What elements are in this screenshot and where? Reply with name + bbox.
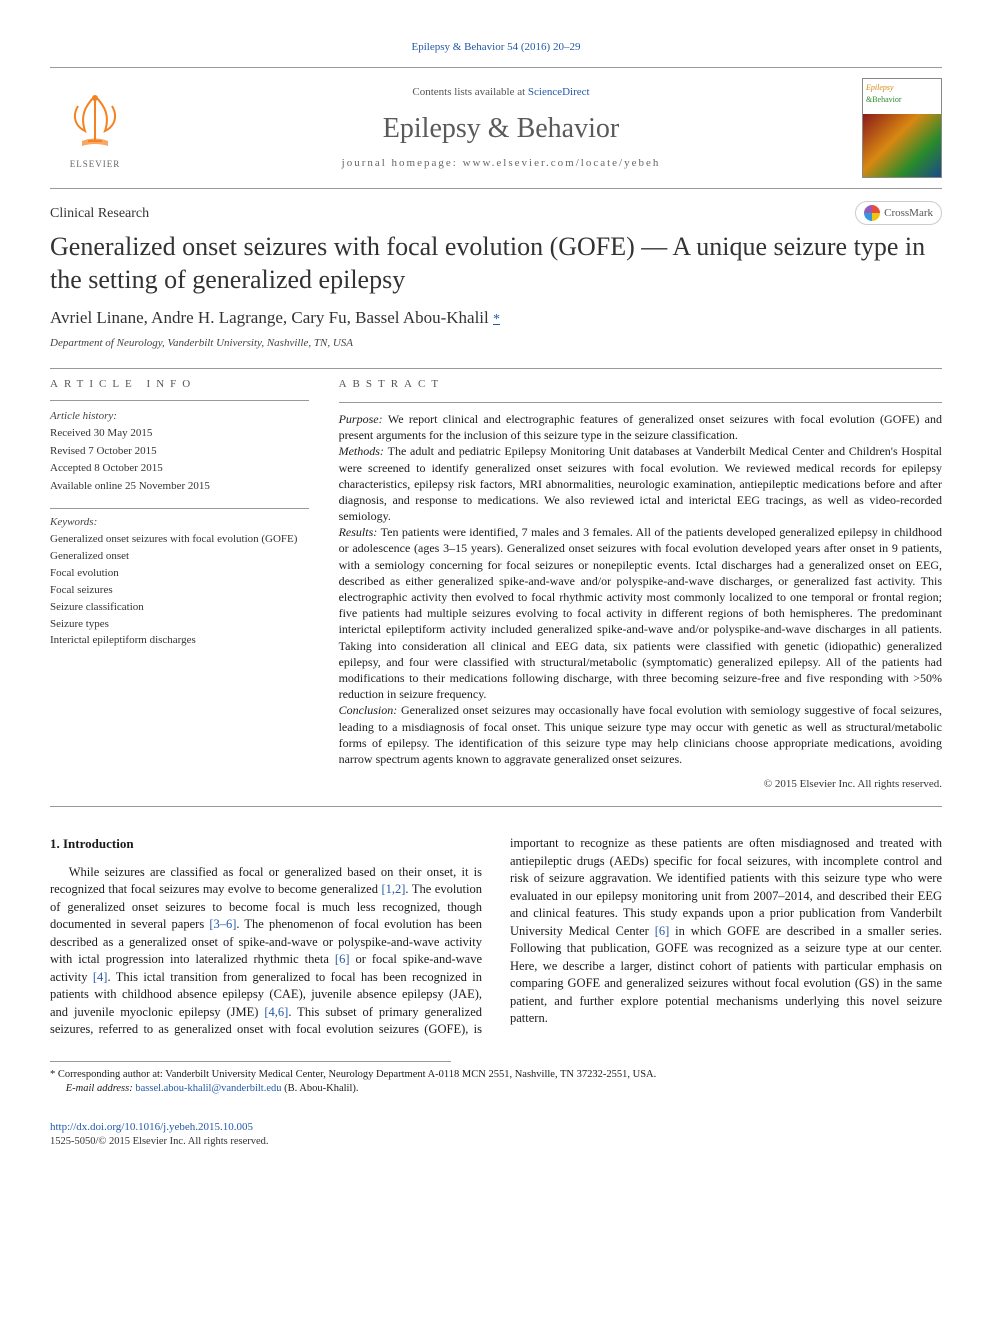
authors-text: Avriel Linane, Andre H. Lagrange, Cary F… bbox=[50, 308, 493, 327]
citation-link[interactable]: [1,2] bbox=[381, 882, 405, 896]
conclusion-lead: Conclusion: bbox=[339, 703, 401, 717]
journal-cover-thumbnail: Epilepsy &Behavior bbox=[862, 78, 942, 178]
doi-link[interactable]: http://dx.doi.org/10.1016/j.yebeh.2015.1… bbox=[50, 1121, 253, 1133]
corr-marker: * bbox=[50, 1069, 58, 1080]
keyword: Focal seizures bbox=[50, 583, 309, 598]
divider bbox=[50, 806, 942, 807]
intro-text: in which GOFE are described in a smaller… bbox=[510, 924, 942, 1026]
history-accepted: Accepted 8 October 2015 bbox=[50, 461, 309, 476]
keywords-label: Keywords: bbox=[50, 508, 309, 530]
abstract-heading: abstract bbox=[339, 377, 942, 392]
body-two-column: 1. Introduction While seizures are class… bbox=[50, 835, 942, 1038]
cover-art bbox=[863, 114, 941, 178]
crossmark-label: CrossMark bbox=[884, 206, 933, 221]
contents-prefix: Contents lists available at bbox=[412, 86, 527, 98]
history-received: Received 30 May 2015 bbox=[50, 426, 309, 441]
journal-name: Epilepsy & Behavior bbox=[383, 109, 619, 148]
footnote-separator bbox=[50, 1061, 451, 1062]
conclusion-text: Generalized onset seizures may occasiona… bbox=[339, 703, 942, 766]
corr-text: Corresponding author at: Vanderbilt Univ… bbox=[58, 1069, 656, 1080]
author-list: Avriel Linane, Andre H. Lagrange, Cary F… bbox=[50, 306, 942, 330]
citation-link[interactable]: [4,6] bbox=[264, 1005, 288, 1019]
divider bbox=[50, 368, 942, 369]
corresponding-author-marker[interactable]: * bbox=[493, 312, 500, 327]
keyword: Seizure types bbox=[50, 617, 309, 632]
journal-header: ELSEVIER Contents lists available at Sci… bbox=[50, 67, 942, 189]
purpose-lead: Purpose: bbox=[339, 412, 388, 426]
abstract-copyright: © 2015 Elsevier Inc. All rights reserved… bbox=[339, 777, 942, 792]
journal-homepage-line: journal homepage: www.elsevier.com/locat… bbox=[342, 156, 661, 171]
email-footnote: E-mail address: bassel.abou-khalil@vande… bbox=[50, 1082, 942, 1096]
elsevier-wordmark: ELSEVIER bbox=[70, 158, 121, 171]
keyword: Focal evolution bbox=[50, 566, 309, 581]
sciencedirect-link[interactable]: ScienceDirect bbox=[528, 86, 590, 98]
history-revised: Revised 7 October 2015 bbox=[50, 444, 309, 459]
contents-available-line: Contents lists available at ScienceDirec… bbox=[412, 85, 589, 100]
keyword: Generalized onset seizures with focal ev… bbox=[50, 532, 309, 547]
keyword: Seizure classification bbox=[50, 600, 309, 615]
citation-link[interactable]: [3–6] bbox=[209, 917, 236, 931]
intro-paragraph: While seizures are classified as focal o… bbox=[50, 835, 942, 1038]
email-lead: E-mail address: bbox=[66, 1083, 136, 1094]
history-online: Available online 25 November 2015 bbox=[50, 479, 309, 494]
article-type: Clinical Research bbox=[50, 204, 149, 224]
article-info-heading: article info bbox=[50, 377, 309, 392]
corresponding-author-footnote: * Corresponding author at: Vanderbilt Un… bbox=[50, 1068, 942, 1082]
citation-link[interactable]: [6] bbox=[655, 924, 670, 938]
elsevier-logo: ELSEVIER bbox=[50, 78, 140, 178]
cover-title-line2: &Behavior bbox=[866, 94, 938, 105]
article-info-column: article info Article history: Received 3… bbox=[50, 377, 309, 793]
abstract-methods: Methods: The adult and pediatric Epileps… bbox=[339, 443, 942, 524]
footer-doi: http://dx.doi.org/10.1016/j.yebeh.2015.1… bbox=[50, 1120, 942, 1135]
abstract-column: abstract Purpose: We report clinical and… bbox=[339, 377, 942, 793]
citation-link[interactable]: [6] bbox=[335, 952, 350, 966]
abstract-results: Results: Ten patients were identified, 7… bbox=[339, 524, 942, 702]
keyword: Interictal epileptiform discharges bbox=[50, 633, 309, 648]
purpose-text: We report clinical and electrographic fe… bbox=[339, 412, 942, 442]
footer-copyright: 1525-5050/© 2015 Elsevier Inc. All right… bbox=[50, 1135, 942, 1150]
methods-text: The adult and pediatric Epilepsy Monitor… bbox=[339, 444, 942, 523]
cover-title-line1: Epilepsy bbox=[866, 82, 938, 93]
introduction-heading: 1. Introduction bbox=[50, 835, 482, 853]
homepage-url: www.elsevier.com/locate/yebeh bbox=[463, 157, 661, 169]
email-link[interactable]: bassel.abou-khalil@vanderbilt.edu bbox=[135, 1083, 281, 1094]
methods-lead: Methods: bbox=[339, 444, 388, 458]
results-lead: Results: bbox=[339, 525, 381, 539]
abstract-conclusion: Conclusion: Generalized onset seizures m… bbox=[339, 702, 942, 767]
affiliation: Department of Neurology, Vanderbilt Univ… bbox=[50, 336, 942, 351]
crossmark-icon bbox=[864, 205, 880, 221]
article-history-label: Article history: bbox=[50, 409, 309, 424]
citation-link[interactable]: [4] bbox=[93, 970, 108, 984]
journal-citation: Epilepsy & Behavior 54 (2016) 20–29 bbox=[50, 40, 942, 55]
email-tail: (B. Abou-Khalil). bbox=[282, 1083, 359, 1094]
divider bbox=[50, 400, 309, 401]
elsevier-tree-icon bbox=[60, 86, 130, 156]
homepage-prefix: journal homepage: bbox=[342, 157, 463, 169]
article-title: Generalized onset seizures with focal ev… bbox=[50, 231, 942, 296]
results-text: Ten patients were identified, 7 males an… bbox=[339, 525, 942, 701]
abstract-purpose: Purpose: We report clinical and electrog… bbox=[339, 411, 942, 443]
keyword: Generalized onset bbox=[50, 549, 309, 564]
divider bbox=[339, 402, 942, 403]
crossmark-badge[interactable]: CrossMark bbox=[855, 201, 942, 225]
